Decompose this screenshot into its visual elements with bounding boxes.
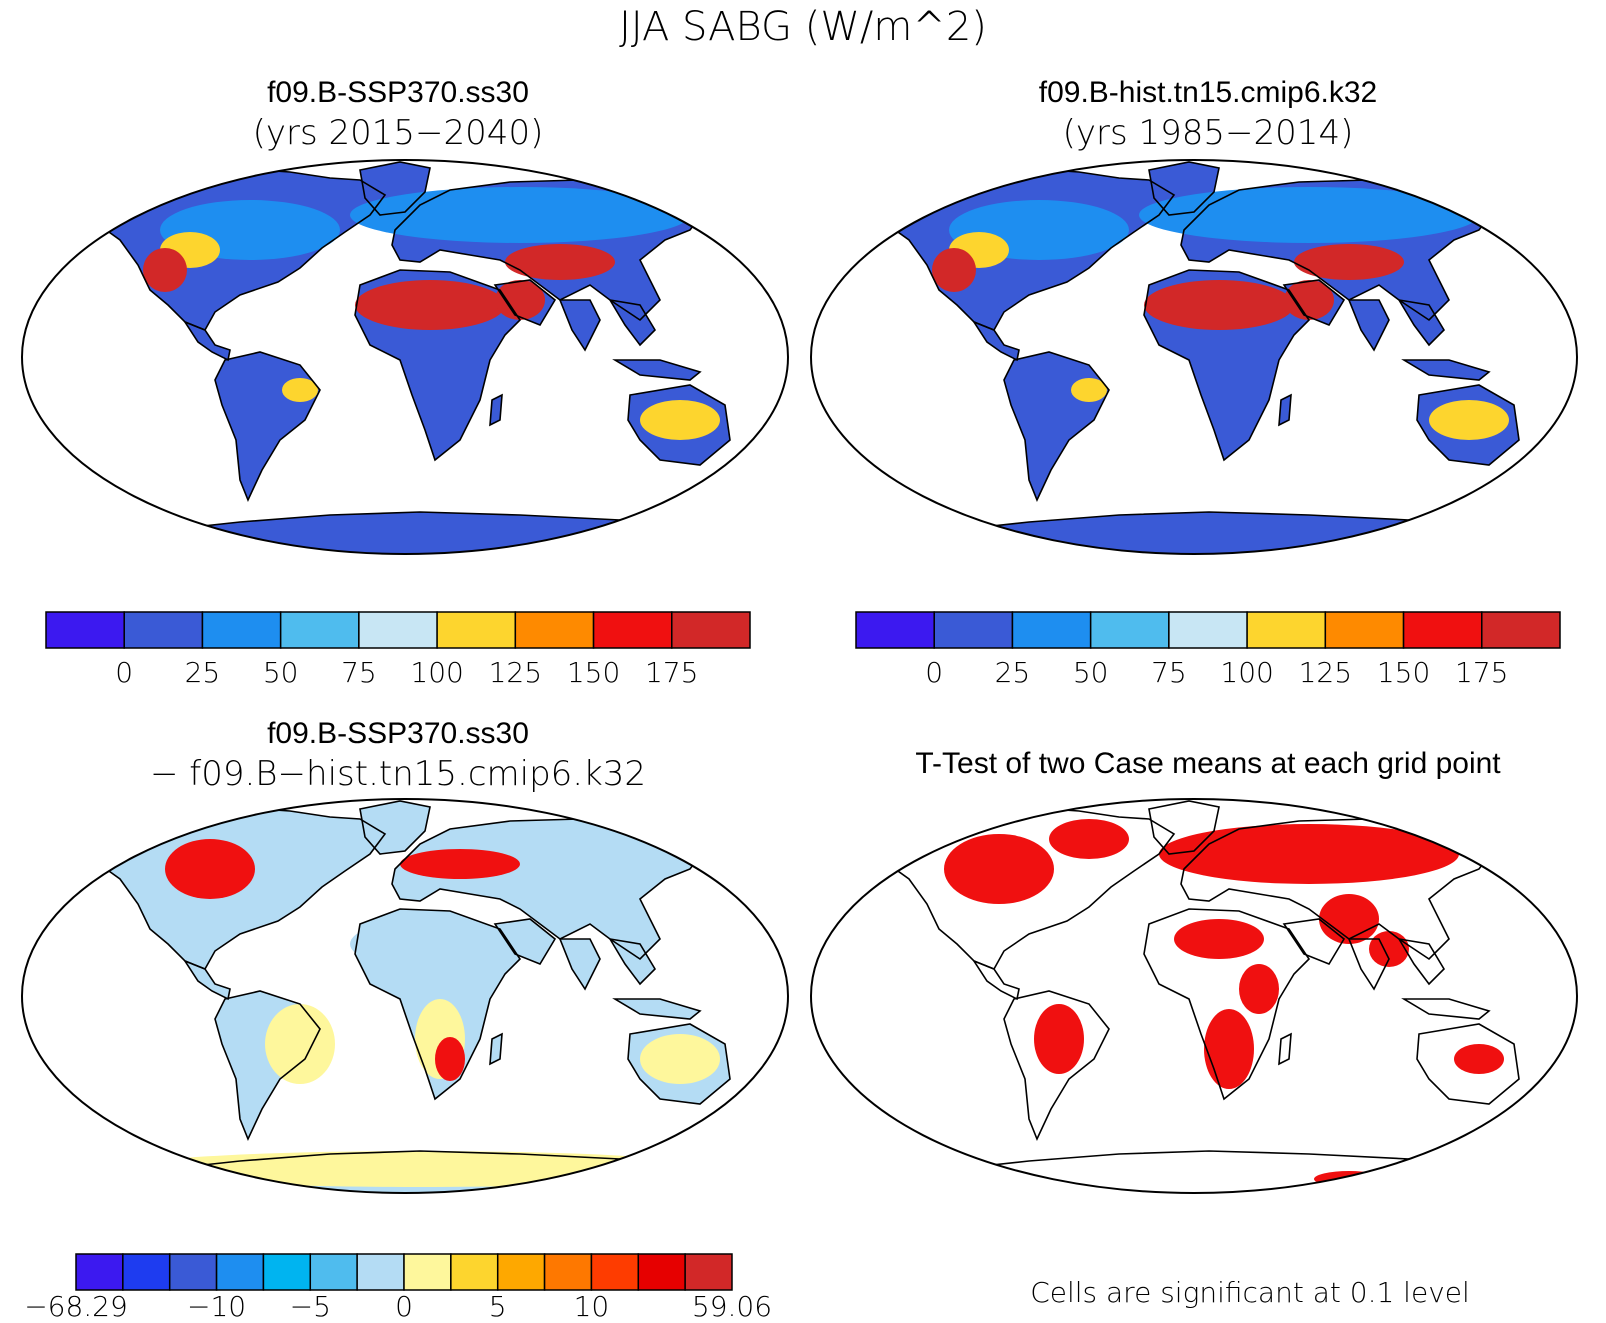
colorbar-swatch	[45, 611, 125, 649]
colorbar-swatch	[514, 611, 595, 649]
colorbar-tick-label: 50	[263, 656, 299, 689]
colorbar-swatch	[590, 1253, 640, 1291]
colorbar-swatch	[358, 611, 438, 649]
colorbar-diff: −68.29 −10 −5 0 5 10 59.06	[24, 1253, 772, 1323]
panel-title-diff: f09.B-SSP370.ss30	[267, 717, 529, 750]
colorbar-tick-label: 175	[1455, 656, 1508, 689]
colorbar-tick-label: 75	[341, 656, 377, 689]
colorbar-swatch	[1089, 611, 1170, 649]
colorbar-tick-label: 150	[1377, 656, 1430, 689]
colorbar-tick-label: 59.06	[692, 1290, 772, 1323]
colorbar-swatch	[123, 611, 204, 649]
colorbar-tick-label: 75	[1151, 656, 1187, 689]
colorbar-swatch	[1011, 611, 1092, 649]
colorbar-tick-label: 5	[489, 1290, 507, 1323]
map-panel-ssp370	[21, 159, 789, 555]
colorbar-swatch	[1402, 611, 1483, 649]
colorbar-tick-label: −10	[187, 1290, 246, 1323]
colorbar-swatch	[671, 611, 751, 649]
colorbar-swatch	[496, 1253, 546, 1291]
panel-title-ssp370: f09.B-SSP370.ss30	[267, 76, 529, 109]
colorbar-tick-label: −68.29	[24, 1290, 128, 1323]
map-panel-hist	[810, 159, 1578, 555]
colorbar-swatch	[933, 611, 1014, 649]
colorbar-tick-label: 125	[1299, 656, 1352, 689]
colorbar-swatch	[403, 1253, 452, 1291]
colorbar-tick-label: 125	[489, 656, 542, 689]
colorbar-tick-label: 50	[1073, 656, 1109, 689]
colorbar-swatch	[592, 611, 673, 649]
colorbar-swatch	[1324, 611, 1405, 649]
colorbar-swatch	[1481, 611, 1561, 649]
panel-subtitle-diff: − f09.B−hist.tn15.cmip6.k32	[150, 754, 646, 794]
map-panel-diff	[21, 798, 789, 1194]
colorbar-tick-label: 100	[1220, 656, 1273, 689]
colorbar-tick-label: 175	[645, 656, 698, 689]
colorbar-swatch	[450, 1253, 499, 1291]
colorbar-swatch	[855, 611, 935, 649]
colorbar-swatch	[1246, 611, 1327, 649]
figure-title: JJA SABG (W/m^2)	[619, 4, 987, 50]
colorbar-tick-label: 25	[185, 656, 221, 689]
colorbar-swatch	[1168, 611, 1248, 649]
colorbar-tick-label: 100	[410, 656, 463, 689]
colorbar-tick-label: 25	[995, 656, 1031, 689]
colorbar-hist: 0 25 50 75 100 125 150 175	[855, 611, 1561, 689]
colorbar-swatch	[75, 1253, 124, 1291]
colorbar-ssp370: 0 25 50 75 100 125 150 175	[45, 611, 751, 689]
colorbar-swatch	[201, 611, 282, 649]
map-panel-ttest	[810, 798, 1578, 1194]
colorbar-swatch	[356, 1253, 405, 1291]
colorbar-swatch	[637, 1253, 686, 1291]
significance-note: Cells are significant at 0.1 level	[1030, 1276, 1470, 1309]
panel-subtitle-ssp370: (yrs 2015−2040)	[253, 113, 544, 153]
panel-subtitle-hist: (yrs 1985−2014)	[1063, 113, 1354, 153]
colorbar-tick-label: 0	[925, 656, 943, 689]
colorbar-swatch	[436, 611, 517, 649]
colorbar-swatch	[684, 1253, 733, 1291]
map-land-hist	[846, 161, 1550, 554]
panel-title-ttest: T-Test of two Case means at each grid po…	[915, 747, 1501, 780]
colorbar-swatch	[309, 1253, 358, 1291]
colorbar-swatch	[215, 1253, 265, 1291]
colorbar-swatch	[543, 1253, 593, 1291]
colorbar-swatch	[122, 1253, 171, 1291]
colorbar-swatch	[262, 1253, 312, 1291]
panel-title-hist: f09.B-hist.tn15.cmip6.k32	[1039, 76, 1378, 109]
colorbar-swatch	[279, 611, 360, 649]
colorbar-tick-label: 0	[395, 1290, 413, 1323]
colorbar-tick-label: 0	[115, 656, 133, 689]
colorbar-tick-label: 10	[574, 1290, 610, 1323]
colorbar-swatch	[168, 1253, 218, 1291]
colorbar-tick-label: 150	[567, 656, 620, 689]
colorbar-tick-label: −5	[290, 1290, 331, 1323]
